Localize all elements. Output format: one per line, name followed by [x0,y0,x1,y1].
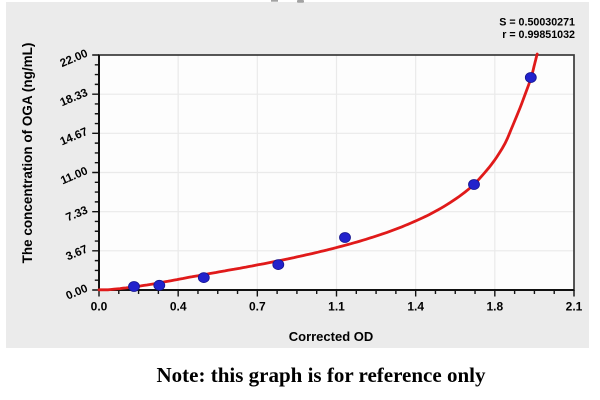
svg-text:1.8: 1.8 [486,300,503,314]
svg-text:r = 0.99851032: r = 0.99851032 [502,29,575,41]
svg-text:2.1: 2.1 [566,300,583,314]
svg-text:S = 0.50030271: S = 0.50030271 [499,17,575,29]
svg-text:0.7: 0.7 [249,300,266,314]
svg-text:The concentration of OGA (ng/m: The concentration of OGA (ng/mL) [20,43,35,264]
svg-text:Corrected OD: Corrected OD [289,329,374,344]
svg-text:1.4: 1.4 [407,300,424,314]
svg-text:0.4: 0.4 [170,300,187,314]
svg-text:Note: this graph is for refere: Note: this graph is for reference only [157,363,486,387]
svg-text:1.1: 1.1 [328,300,345,314]
svg-text:0.0: 0.0 [91,300,108,314]
